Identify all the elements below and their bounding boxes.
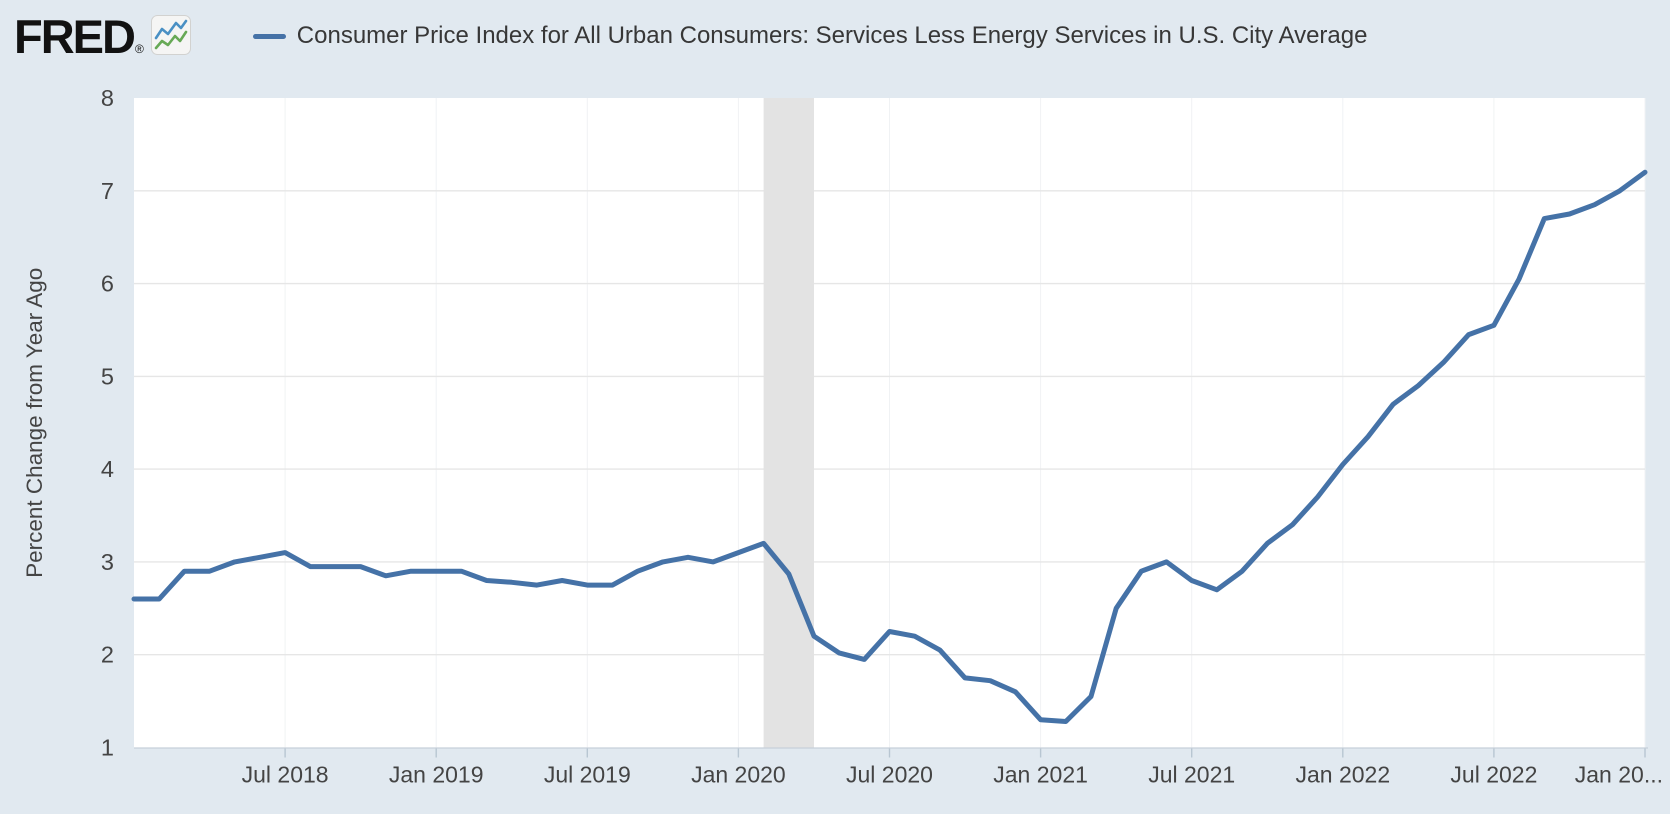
y-axis-label: 4 [101,456,114,482]
horizontal-gridlines [134,190,1645,656]
chart-header: FRED ® Consumer Price Index for All Urba… [0,0,1670,72]
vertical-gridlines [284,98,1646,748]
x-axis-label: Jan 2019 [389,762,484,788]
x-axis-label: Jul 2021 [1148,762,1235,788]
y-axis-title: Percent Change from Year Ago [22,268,47,578]
x-axis-label: Jan 2022 [1295,762,1390,788]
chart-canvas: 1 2 3 4 5 6 7 8 Jul 2018 Jan 2019 Jul 2019 Jan 202… [22,85,1663,788]
y-axis-label: 6 [101,271,114,297]
x-axis-label: Jul 2022 [1450,762,1537,788]
registered-trademark-icon: ® [134,41,144,56]
x-axis-label: Jan 20... [1575,762,1663,788]
x-axis-label: Jul 2018 [242,762,329,788]
fred-logo[interactable]: FRED ® [14,13,191,60]
x-axis-label: Jul 2019 [544,762,631,788]
y-axis-label: 2 [101,642,114,668]
series-title: Consumer Price Index for All Urban Consu… [296,22,1368,49]
fred-sparkline-icon [150,14,191,60]
y-axis-label: 1 [101,735,114,761]
x-axis-label: Jan 2020 [691,762,786,788]
x-axis-labels: Jul 2018 Jan 2019 Jul 2019 Jan 2020 Jul 2020… [242,762,1663,788]
y-axis-labels: 1 2 3 4 5 6 7 8 [101,85,114,761]
recession-shading-band [763,98,814,748]
y-axis-label: 8 [101,85,114,111]
y-axis-label: 7 [101,178,114,204]
x-axis-label: Jul 2020 [846,762,933,788]
y-axis-label: 3 [101,549,114,575]
x-axis-label: Jan 2021 [993,762,1088,788]
fred-logo-text: FRED [14,9,136,63]
y-axis-label: 5 [101,363,114,389]
legend-line-swatch [252,33,286,39]
series-line[interactable] [131,169,1648,724]
x-axis-tick-marks [284,748,1646,758]
